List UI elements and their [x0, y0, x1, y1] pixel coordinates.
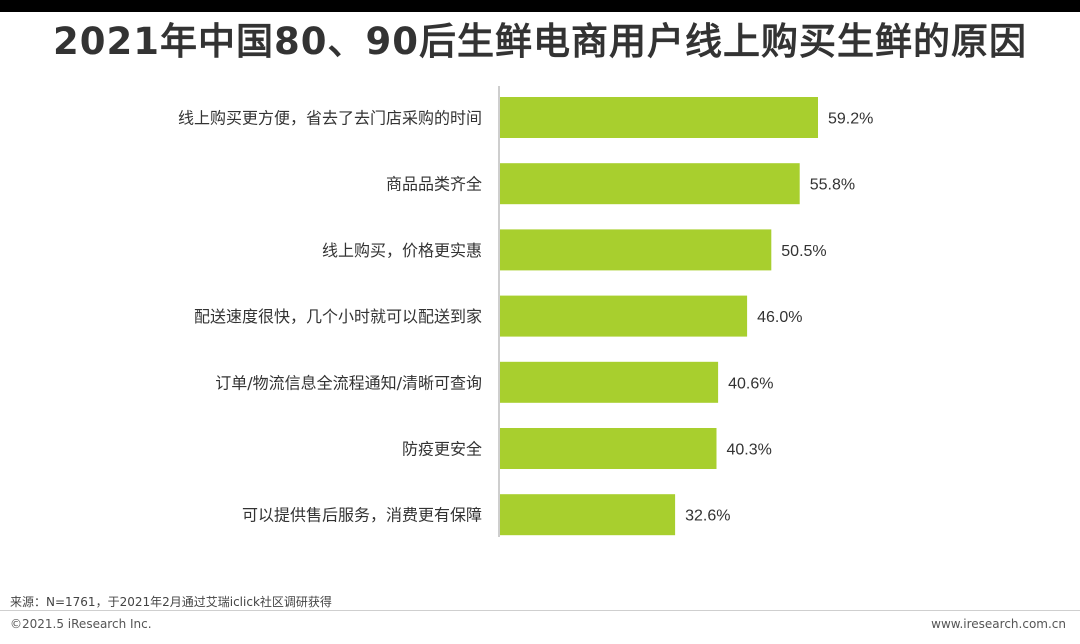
footer-divider: [0, 610, 1080, 611]
value-label-6: 40.3%: [726, 442, 771, 459]
website-text: www.iresearch.com.cn: [931, 617, 1066, 631]
category-label-2: 商品品类齐全: [386, 175, 482, 194]
bar-6: [500, 428, 717, 469]
chart-title: 2021年中国80、90后生鲜电商用户线上购买生鲜的原因: [53, 20, 1027, 63]
category-label-4: 配送速度很快，几个小时就可以配送到家: [194, 307, 482, 326]
value-label-2: 55.8%: [810, 177, 855, 194]
bar-chart: 线上购买更方便，省去了去门店采购的时间 59.2% 商品品类齐全 55.8% 线上购买，…: [178, 86, 873, 537]
value-label-4: 46.0%: [757, 309, 802, 326]
value-label-7: 32.6%: [685, 508, 730, 525]
bar-7: [500, 494, 676, 536]
value-label-1: 59.2%: [828, 111, 873, 128]
category-label-6: 防疫更安全: [402, 440, 482, 459]
value-label-5: 40.6%: [728, 375, 773, 392]
bar-4: [500, 295, 748, 337]
bar-5: [500, 361, 719, 403]
category-label-1: 线上购买更方便，省去了去门店采购的时间: [178, 109, 482, 128]
value-label-3: 50.5%: [781, 243, 826, 260]
category-label-3: 线上购买，价格更实惠: [322, 241, 482, 260]
source-note: 来源：N=1761，于2021年2月通过艾瑞iclick社区调研获得: [10, 595, 332, 609]
bar-3: [500, 229, 772, 271]
category-label-7: 可以提供售后服务，消费更有保障: [242, 506, 482, 525]
top-border: [0, 0, 1080, 12]
category-label-5: 订单/物流信息全流程通知/清晰可查询: [215, 373, 482, 392]
bar-2: [500, 163, 800, 205]
bar-1: [500, 97, 818, 138]
copyright-text: ©2021.5 iResearch Inc.: [10, 617, 152, 631]
